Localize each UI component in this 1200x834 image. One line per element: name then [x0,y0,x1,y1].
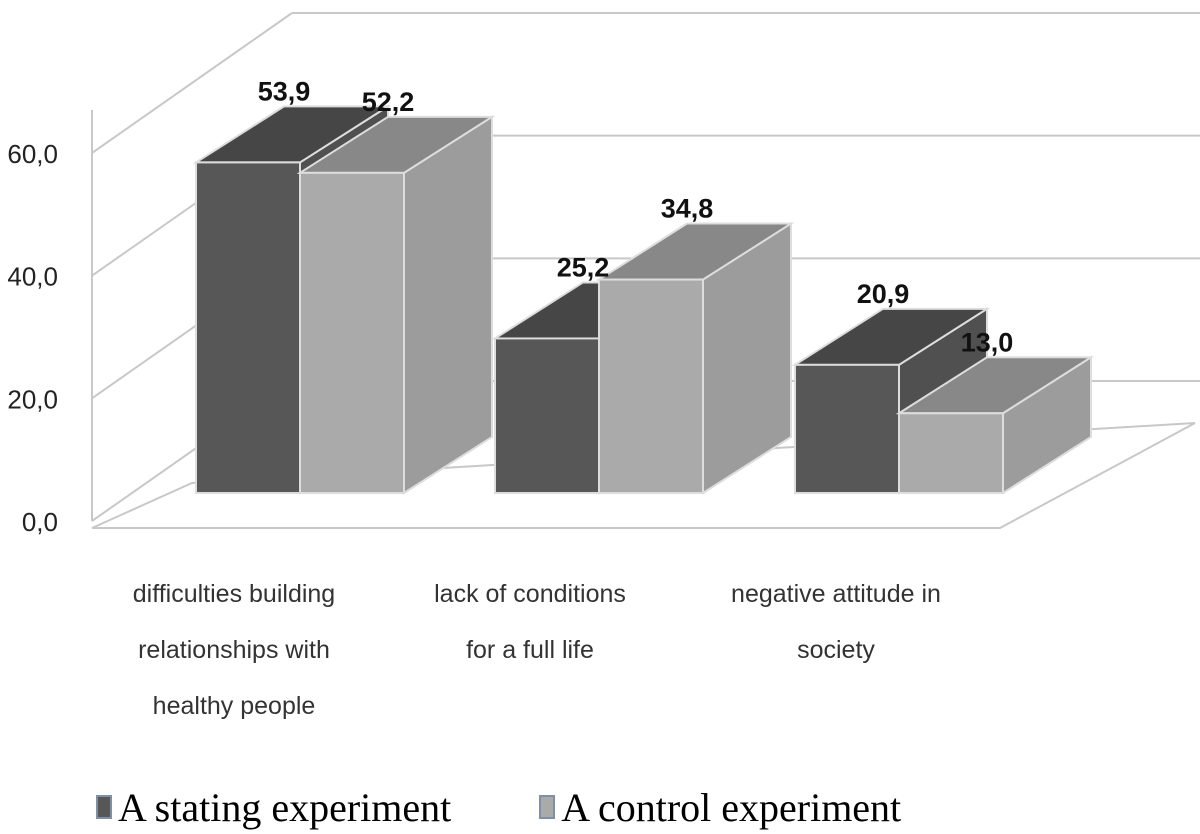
y-tick-label: 40,0 [7,262,58,292]
legend-swatch-stating [96,795,112,819]
legend-label-stating: A stating experiment [118,784,452,830]
bar-chart: 0,0 20,0 40,0 60,0 53,9 25,2 20,9 52,2 34,8 13,0… [7,12,1200,720]
data-label-1-0: 52,2 [362,87,415,117]
category-label-1: lack of conditions for a full life [434,580,626,664]
y-tick-label: 0,0 [22,507,58,537]
data-label-1-1: 34,8 [661,194,714,224]
bar-front-0-1 [494,337,600,494]
data-label-1-2: 13,0 [961,327,1014,357]
gridline-side [91,12,293,154]
data-labels: 53,9 25,2 20,9 52,2 34,8 13,0 [258,76,1014,357]
legend-item-control: A control experiment [539,784,901,831]
x-axis-categories: difficulties building relationships with h… [133,580,941,720]
y-tick-label: 60,0 [7,139,58,169]
y-axis: 0,0 20,0 40,0 60,0 [7,139,58,537]
bar-side-1-0 [403,115,493,495]
data-label-0-2: 20,9 [857,279,910,309]
chart-bars [192,104,1095,495]
y-tick-label: 20,0 [7,384,58,414]
legend-swatch-control [539,795,556,819]
bar-front-0-2 [794,363,900,494]
category-label-2: negative attitude in society [731,580,941,664]
bar-front-1-0 [299,171,405,494]
legend-label-control: A control experiment [561,784,902,830]
chart-legend: A stating experiment A control experimen… [96,780,901,834]
data-label-0-0: 53,9 [258,76,311,106]
bar-front-1-1 [598,278,704,494]
category-label-0: difficulties building relationships with h… [133,580,335,720]
data-label-0-1: 25,2 [557,252,610,282]
bar-front-1-2 [898,412,1004,494]
bar-front-0-0 [195,161,301,494]
legend-item-stating: A stating experiment [96,784,451,831]
